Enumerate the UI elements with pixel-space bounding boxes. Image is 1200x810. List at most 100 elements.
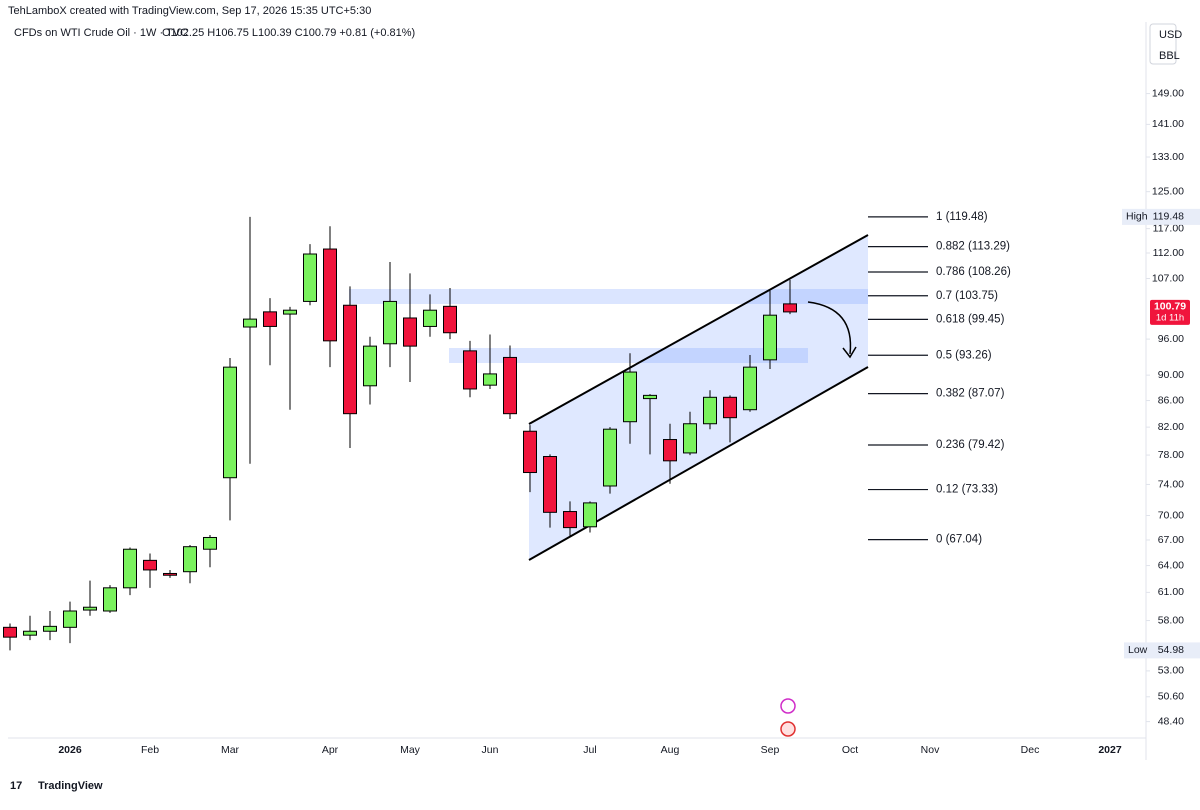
x-tick-label: Aug [661,744,680,756]
high-label-box [1122,208,1200,225]
candle-body [503,356,517,415]
y-tick-label: 90.00 [1158,369,1184,381]
credit: TehLamboX created with TradingView.com, … [8,5,371,17]
candle-body [743,366,757,411]
footer: 17 TradingView [10,780,103,792]
low-label-box [1124,642,1200,659]
y-tick-label: 48.40 [1158,715,1184,727]
y-tick-label: 125.00 [1152,185,1184,197]
candle-body [183,546,197,573]
candle-body [283,309,297,315]
candle-body [763,314,777,361]
x-tick-label: 2027 [1098,744,1122,756]
candle-body [583,502,597,528]
candle-body [163,572,177,576]
candle-body [723,396,737,419]
x-tick-label: Jul [583,744,596,756]
candle-body [3,626,17,638]
fib-label: 0.786 (108.26) [936,266,1011,278]
y-tick-label: 117.00 [1153,222,1184,234]
x-tick-label: Dec [1021,744,1040,756]
support-zone [449,348,808,363]
y-tick-label: 74.00 [1158,478,1184,490]
candle-body [463,350,477,390]
event-icon[interactable] [780,698,796,714]
high-label: High [1126,211,1148,223]
candle-body [143,559,157,571]
candle-body [783,303,797,313]
candle-body [103,587,117,612]
fib-label: 0.618 (99.45) [936,313,1005,325]
fib-label: 0.236 (79.42) [936,439,1005,451]
x-tick-label: Mar [221,744,240,756]
candle-body [43,625,57,632]
candle-body [703,396,717,425]
y-tick-label: 141.00 [1152,118,1184,130]
candle-body [543,456,557,513]
logo-mark: 17 [10,780,22,792]
y-tick-label: 107.00 [1152,272,1184,284]
candle-body [243,318,257,328]
y-tick-label: 86.00 [1158,394,1184,406]
candle-body [483,373,497,386]
candle-body [263,311,277,327]
y-tick-label: 133.00 [1152,151,1184,163]
currency-box[interactable] [1149,23,1177,65]
high-value: 119.48 [1153,211,1184,223]
ohlc: O102.25 H106.75 L100.39 C100.79 +0.81 (+… [162,27,415,39]
x-tick-label: Apr [322,744,339,756]
candle-body [603,428,617,487]
x-tick-label: Sep [761,744,780,756]
y-tick-label: 58.00 [1158,614,1184,626]
y-tick-label: 70.00 [1158,509,1184,521]
brand: TradingView [38,780,103,792]
candle-body [563,511,577,529]
arrow-head [842,346,857,359]
symbol: CFDs on WTI Crude Oil · 1W · TVC [14,27,188,39]
unit: BBL [1159,50,1180,62]
channel-lower [528,366,869,561]
countdown: 1d 11h [1156,312,1184,323]
y-tick-label: 67.00 [1158,534,1184,546]
candle-body [303,253,317,302]
candle-body [343,304,357,415]
fib-label: 0.882 (113.29) [936,241,1010,253]
event-icon[interactable] [780,721,796,737]
y-tick-label: 82.00 [1158,421,1184,433]
x-tick-label: May [400,744,421,756]
channel-upper [528,234,869,425]
x-tick-label: Nov [921,744,940,756]
last-price: 100.79 [1154,301,1186,313]
y-tick-label: 61.00 [1158,586,1184,598]
fib-label: 0.382 (87.07) [936,388,1005,400]
candle-body [323,248,337,342]
currency: USD [1159,29,1182,41]
fib-label: 1 (119.48) [936,211,988,223]
fib-label: 0 (67.04) [936,534,982,546]
candle-body [363,345,377,387]
candle-body [523,430,537,474]
candle-body [63,610,77,628]
y-tick-label: 96.00 [1158,333,1184,345]
y-tick-label: 149.00 [1152,87,1184,99]
candle-body [443,305,457,334]
y-tick-label: 53.00 [1158,665,1184,677]
y-tick-label: 112.00 [1153,247,1184,259]
candle-body [423,309,437,327]
candle-body [623,371,637,423]
fib-label: 0.5 (93.26) [936,349,992,361]
low-label: Low [1128,644,1148,656]
icons [780,698,796,737]
x-tick-label: Feb [141,744,159,756]
candle-body [203,536,217,550]
plot: 149.00 141.00 133.00 125.00 117.00 112.00 107.… [3,87,1200,756]
candle-body [23,630,37,636]
y-tick-label: 50.60 [1158,691,1184,703]
candle-body [383,300,397,345]
candle-body [403,317,417,347]
resistance-zone [349,289,868,304]
fib-label: 0.7 (103.75) [936,290,998,302]
arrow [807,301,852,355]
candle-body [663,439,677,462]
